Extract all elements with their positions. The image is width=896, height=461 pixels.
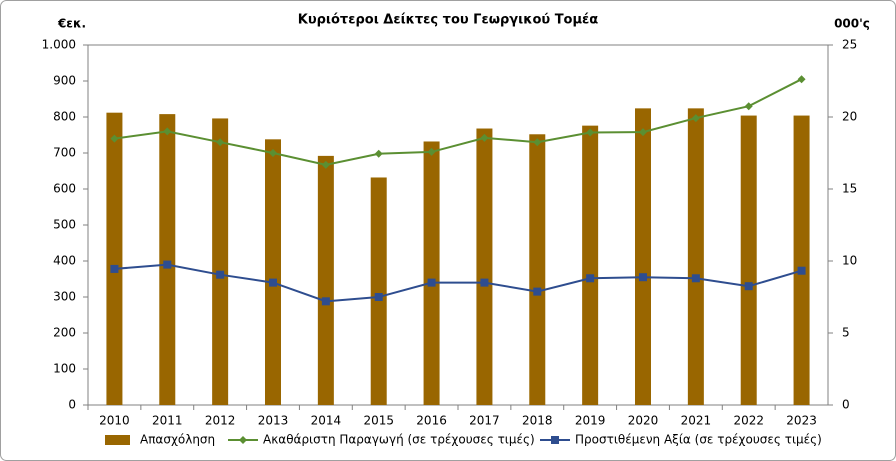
point (321, 160, 330, 169)
point (691, 274, 700, 283)
chart-title: Κυριότεροι Δείκτες του Γεωργικού Τομέα (298, 13, 599, 28)
x-tick-label: 2015 (363, 414, 394, 428)
bar (265, 139, 281, 405)
x-tick-label: 2021 (681, 414, 712, 428)
x-tick-label: 2022 (733, 414, 764, 428)
point (551, 436, 559, 444)
point (533, 287, 542, 296)
bar (423, 141, 440, 406)
y2-tick-label: 10 (842, 254, 857, 268)
point (533, 138, 542, 147)
bar (635, 108, 651, 406)
point (744, 102, 753, 111)
y-tick-label: 400 (53, 254, 76, 268)
point (216, 270, 225, 279)
legend-label: Προστιθέμενη Αξία (σε τρέχουσες τιμές) (575, 433, 822, 447)
legend-swatch (105, 435, 130, 445)
point (639, 273, 647, 282)
point (163, 127, 172, 136)
y-tick-label: 900 (53, 74, 76, 88)
x-tick-label: 2012 (205, 414, 236, 428)
point (321, 297, 330, 306)
point (586, 274, 595, 283)
x-tick-label: 2020 (628, 414, 659, 428)
x-tick-label: 2023 (786, 414, 817, 428)
y-tick-label: 200 (53, 326, 76, 340)
x-tick-label: 2014 (311, 414, 342, 428)
x-tick-label: 2011 (152, 414, 183, 428)
y-tick-label: 600 (53, 182, 76, 196)
line (114, 263, 802, 303)
y2-tick-label: 20 (842, 110, 857, 124)
point (163, 260, 172, 269)
point (797, 266, 806, 275)
point (586, 128, 595, 137)
bar (370, 177, 387, 405)
bar (212, 118, 229, 405)
x-tick-label: 2013 (258, 414, 289, 428)
point (639, 128, 647, 137)
bar (687, 108, 704, 406)
y2-tick-label: 25 (842, 38, 857, 52)
point (480, 133, 489, 142)
point (110, 264, 119, 273)
bar (740, 115, 757, 405)
legend-label: Απασχόληση (140, 433, 215, 447)
y2-tick-label: 5 (842, 326, 850, 340)
x-tick-label: 2017 (469, 414, 500, 428)
x-tick-label: 2018 (522, 414, 553, 428)
point (110, 134, 119, 143)
bar (476, 128, 493, 405)
y-tick-label: 300 (53, 290, 76, 304)
point (427, 147, 436, 156)
y-tick-label: 500 (53, 218, 76, 232)
y-tick-label: 1.000 (42, 38, 76, 52)
point (480, 278, 489, 287)
point (744, 282, 753, 291)
point (374, 293, 383, 301)
y2-axis-label: 000'ς (834, 17, 870, 31)
point (216, 138, 225, 147)
bar (106, 112, 123, 406)
bar (529, 134, 546, 405)
point (797, 75, 806, 84)
x-tick-label: 2016 (416, 414, 447, 428)
y-tick-label: 100 (53, 362, 76, 376)
bar (793, 115, 810, 405)
bar (317, 155, 334, 405)
point (691, 114, 700, 123)
y2-tick-label: 0 (842, 398, 850, 412)
point (427, 278, 436, 287)
point (374, 149, 383, 158)
bar (582, 125, 599, 405)
y-tick-label: 0 (68, 398, 76, 412)
x-tick-label: 2019 (575, 414, 606, 428)
y2-tick-label: 15 (842, 182, 857, 196)
y-tick-label: 700 (53, 146, 76, 160)
point (269, 278, 277, 287)
point (269, 149, 277, 157)
legend-label: Ακαθάριστη Παραγωγή (σε τρέχουσες τιμές) (263, 433, 535, 447)
x-tick-label: 2010 (99, 414, 130, 428)
point (239, 436, 247, 444)
bar (159, 114, 176, 406)
line (114, 78, 803, 166)
y-tick-label: 800 (53, 110, 76, 124)
y-axis-label: €εκ. (57, 17, 86, 31)
